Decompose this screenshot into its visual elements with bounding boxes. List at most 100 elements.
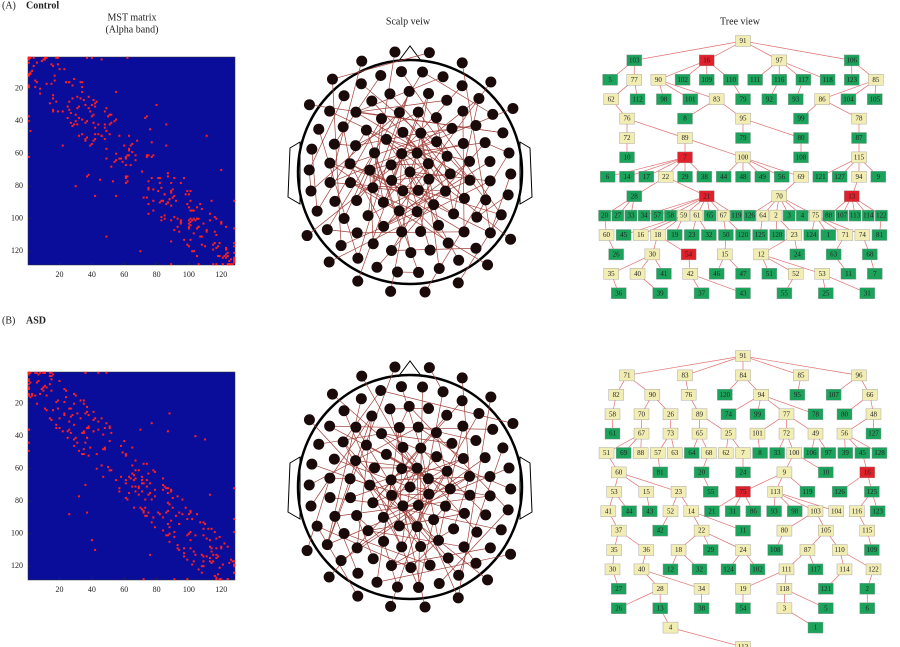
electrode xyxy=(433,534,445,546)
tree-edge xyxy=(658,79,717,100)
matrix-edge xyxy=(186,534,189,537)
matrix-edge xyxy=(134,154,137,157)
matrix-edge xyxy=(195,206,198,209)
left-ear xyxy=(287,456,301,520)
electrode xyxy=(458,507,470,519)
matrix-edge xyxy=(223,255,226,258)
matrix-edge xyxy=(53,79,56,82)
right-ear xyxy=(519,456,533,520)
matrix-edge xyxy=(27,378,30,381)
electrode xyxy=(456,57,468,69)
matrix-edge xyxy=(119,444,122,447)
tree-node xyxy=(693,602,710,614)
matrix-edge xyxy=(77,105,80,108)
matrix-edge xyxy=(31,394,34,397)
matrix-edge xyxy=(186,203,189,206)
tree-node xyxy=(637,209,651,222)
matrix-edge xyxy=(150,498,153,501)
tree-node-label: 66 xyxy=(866,391,874,399)
electrode xyxy=(367,497,379,509)
tree-node-label: 2 xyxy=(866,585,870,593)
electrode xyxy=(413,266,425,278)
tree-node-label: 116 xyxy=(852,507,863,515)
tree-node-label: 38 xyxy=(698,604,706,612)
tree-node xyxy=(814,93,830,105)
matrix-edge xyxy=(84,483,87,486)
matrix-edge xyxy=(142,482,145,485)
tree-edge xyxy=(821,79,877,100)
matrix-edge xyxy=(178,548,181,551)
matrix-edge xyxy=(163,214,166,217)
electrode xyxy=(444,168,456,180)
electrode xyxy=(480,509,492,521)
matrix-edge xyxy=(27,383,30,386)
matrix-edge xyxy=(231,263,234,266)
scalp-edge xyxy=(311,463,370,486)
tree-node xyxy=(776,602,793,614)
tree-node-label: 40 xyxy=(634,270,642,278)
electrode xyxy=(397,185,409,197)
tree-node-label: 55 xyxy=(781,289,789,297)
matrix-edge xyxy=(105,129,108,132)
scalp-edge xyxy=(453,98,480,214)
electrode xyxy=(367,238,379,250)
tree-node xyxy=(598,209,611,222)
electrode xyxy=(464,174,476,186)
tree-node-label: 104 xyxy=(831,507,842,515)
matrix-edge xyxy=(65,389,68,392)
scalp-edge xyxy=(383,447,422,518)
matrix-edge xyxy=(79,81,82,84)
matrix-edge xyxy=(174,199,177,202)
electrode xyxy=(389,361,401,373)
tree-node xyxy=(619,171,635,183)
electrode xyxy=(375,428,387,440)
matrix-edge xyxy=(166,175,169,178)
matrix-edge xyxy=(208,545,211,548)
tree-node-label: 100 xyxy=(789,449,800,457)
tree-node-label: 65 xyxy=(696,430,704,438)
tree-node xyxy=(828,505,844,517)
scalp-edge xyxy=(438,426,464,541)
tree-node xyxy=(701,447,717,459)
tree-node-label: 75 xyxy=(740,488,748,496)
matrix-edge xyxy=(103,126,106,129)
tree-node xyxy=(851,132,867,144)
matrix-edge xyxy=(98,178,101,181)
matrix-edge xyxy=(27,428,30,431)
matrix-edge xyxy=(228,263,231,266)
tree-edge xyxy=(742,40,852,61)
matrix-edge xyxy=(208,560,211,563)
matrix-edge xyxy=(192,217,195,220)
y-tick-label: 80 xyxy=(15,496,23,505)
matrix-edge xyxy=(108,133,111,136)
panel-label: (A) xyxy=(2,0,16,11)
matrix-edge xyxy=(168,532,171,535)
matrix-edge xyxy=(48,383,51,386)
matrix-edge xyxy=(166,172,169,175)
tree-node xyxy=(677,132,693,144)
matrix-edge xyxy=(86,120,89,123)
electrode xyxy=(395,381,407,393)
matrix-edge xyxy=(233,258,236,261)
group-label: Control xyxy=(26,0,59,11)
matrix-edge xyxy=(115,479,118,482)
matrix-edge xyxy=(187,225,190,228)
electrode xyxy=(351,227,363,239)
tree-node-label: 81 xyxy=(657,469,665,477)
x-tick-label: 80 xyxy=(153,585,161,594)
electrode xyxy=(452,277,464,289)
tree-node-label: 10 xyxy=(624,154,632,162)
matrix-edge xyxy=(157,511,160,514)
matrix-edge xyxy=(124,496,127,499)
electrode xyxy=(355,393,367,405)
matrix-edge xyxy=(191,219,194,222)
matrix-edge xyxy=(126,498,129,501)
tree-node xyxy=(854,447,871,459)
tree-node xyxy=(766,505,782,517)
matrix-edge xyxy=(183,552,186,555)
tree-node-label: 89 xyxy=(696,410,704,418)
y-tick-label: 20 xyxy=(15,399,23,408)
tree-node-label: 79 xyxy=(740,134,748,142)
matrix-edge xyxy=(92,410,95,413)
matrix-edge xyxy=(218,242,221,245)
